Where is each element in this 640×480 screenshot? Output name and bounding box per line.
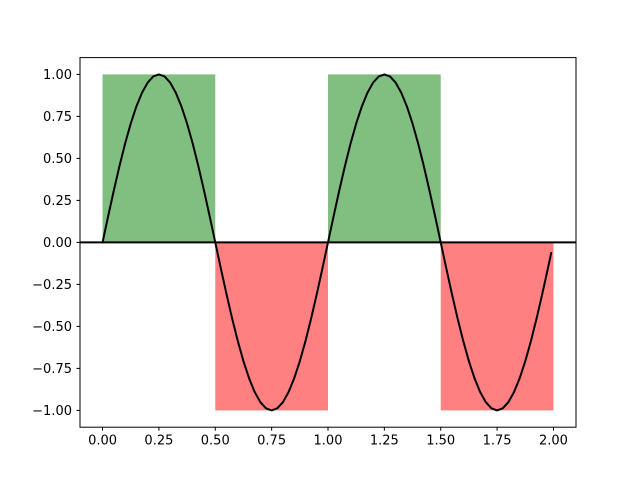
plot-region-negative-half-cycle-2 <box>440 242 554 411</box>
plot-region-positive-half-cycle-2 <box>328 74 441 243</box>
sine-line <box>101 73 553 412</box>
x-tick-label: 0.00 <box>88 434 117 449</box>
y-tick-label: −0.25 <box>32 278 72 293</box>
x-tick-label: 2.00 <box>539 434 568 449</box>
x-tick-label: 0.25 <box>144 434 173 449</box>
x-tick-label: 1.50 <box>426 434 455 449</box>
x-tick-label: 1.25 <box>370 434 399 449</box>
x-tick-label: 1.00 <box>314 434 343 449</box>
y-tick-label: 0.50 <box>43 152 72 167</box>
x-tick-label: 0.50 <box>201 434 230 449</box>
x-tick-label: 0.75 <box>257 434 286 449</box>
y-tick-label: 1.00 <box>43 68 72 83</box>
y-tick-label: −0.50 <box>32 320 72 335</box>
y-tick-label: 0.00 <box>43 236 72 251</box>
plot-region-negative-half-cycle-1 <box>215 242 328 411</box>
y-tick-label: −1.00 <box>32 404 72 419</box>
x-tick-label: 1.75 <box>483 434 512 449</box>
plot-region-positive-half-cycle-1 <box>102 74 216 243</box>
y-tick-label: 0.25 <box>43 194 72 209</box>
y-tick-label: −0.75 <box>32 362 72 377</box>
y-tick-label: 0.75 <box>43 110 72 125</box>
